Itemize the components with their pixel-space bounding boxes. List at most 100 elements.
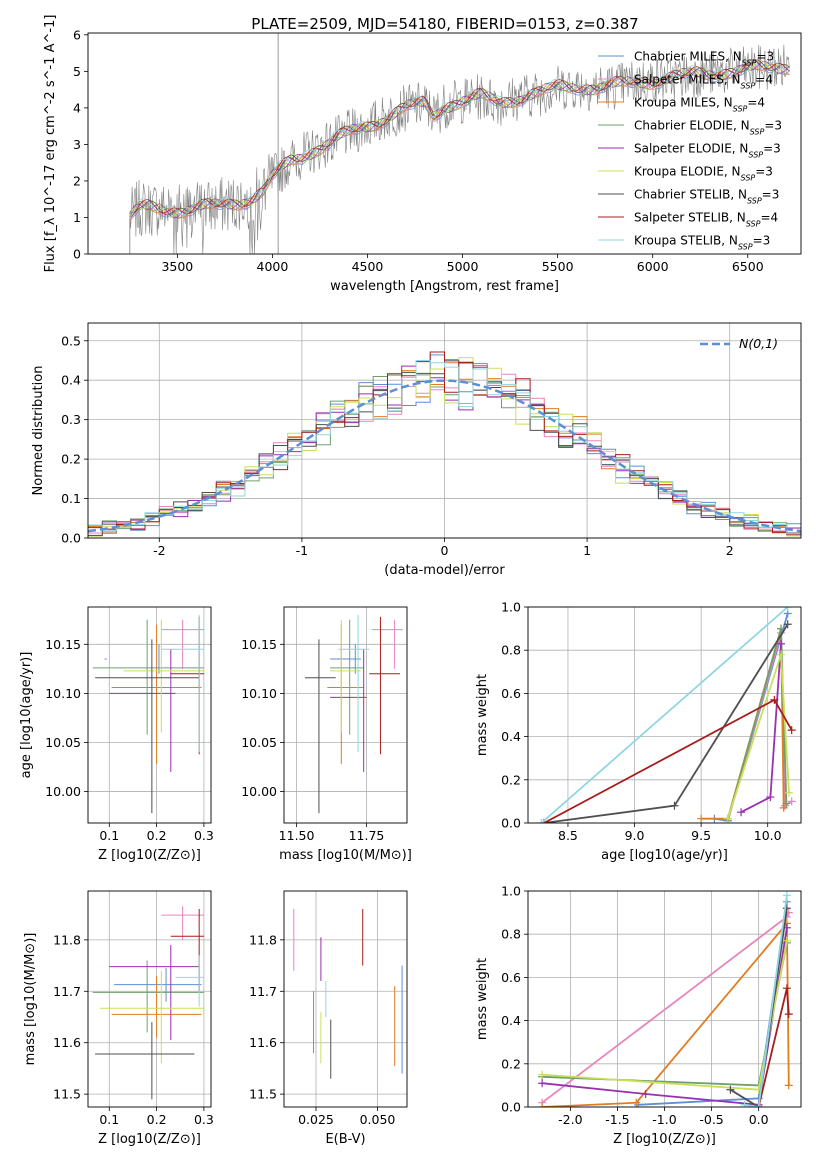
weight-vs-age-marker-6 — [670, 801, 679, 810]
mass-vs-ebv-ytick-label: 11.8 — [249, 932, 277, 947]
age-vs-Z-frame — [87, 606, 212, 824]
weight-vs-age-xtick-label: 8.5 — [558, 828, 578, 843]
mass-vs-Z-ylabel: mass [log10(M/M⊙)] — [23, 933, 38, 1066]
legend-label-5: Kroupa ELODIE, NSSP=3 — [634, 165, 773, 183]
age-vs-Z-ytick-label: 10.15 — [45, 637, 81, 652]
residuals-ytick-label: 0.3 — [61, 412, 81, 427]
mass-vs-ebv-ytick-label: 11.7 — [249, 984, 277, 999]
mass-vs-Z-xtick-label: 0.2 — [147, 1112, 167, 1127]
residuals-ytick-label: 0.2 — [61, 452, 81, 467]
weight-vs-age-ytick-label: 0.2 — [501, 772, 521, 787]
residuals-xtick-label: -1 — [296, 543, 308, 558]
spectrum-xtick-label: 5000 — [447, 259, 479, 274]
mass-vs-Z-ytick-label: 11.5 — [53, 1087, 81, 1102]
weight-vs-Z-marker-8 — [754, 1103, 763, 1107]
mass-vs-Z-axes: 0.1 0.2 0.3 11.5 11.6 11.7 11.8 Z [log10(Z/Z⊙)]… — [23, 891, 214, 1147]
weight-vs-Z-lines — [538, 891, 793, 1107]
weight-vs-age-marker-3 — [777, 624, 786, 633]
weight-vs-Z-marker-8 — [740, 1100, 749, 1107]
age-vs-mass-ytick-label: 10.10 — [241, 686, 277, 701]
age-vs-mass-frame — [283, 606, 408, 824]
weight-vs-Z-marker-2 — [632, 1098, 641, 1107]
weight-vs-age-marker-4 — [777, 639, 786, 648]
plot-layer: 3500 4000 4500 5000 5500 6000 6500 0 1 2 3 4 5 6 wavel… — [19, 15, 802, 1147]
spectrum-ytick-label: 5 — [73, 64, 81, 79]
age-vs-mass-ytick-label: 10.05 — [241, 735, 277, 750]
spectrum-xtick-label: 4000 — [257, 259, 289, 274]
age-vs-Z-xtick-label: 0.1 — [99, 828, 119, 843]
residual-hist-8 — [88, 360, 801, 535]
weight-vs-age-ytick-label: 1.0 — [501, 600, 521, 615]
mass-vs-ebv-points — [293, 909, 403, 1079]
weight-vs-age-marker-2 — [697, 814, 706, 823]
mass-vs-ebv-ytick-label: 11.6 — [249, 1035, 277, 1050]
weight-vs-age-marker-7 — [770, 695, 779, 704]
weight-vs-Z-xlabel: Z [log10(Z/Z⊙)] — [613, 1132, 716, 1147]
gaussian-legend-label: N(0,1) — [739, 336, 778, 351]
spectrum-frame — [87, 32, 802, 255]
weight-vs-Z-marker-2 — [538, 1103, 547, 1107]
legend-label-2: Kroupa MILES, NSSP=4 — [634, 96, 765, 114]
mass-vs-ebv-xlabel: E(B-V) — [325, 1132, 365, 1147]
weight-vs-age-marker-5 — [723, 814, 732, 823]
weight-vs-Z-xtick-label: -1.5 — [605, 1112, 629, 1127]
mass-vs-ebv-frame — [283, 890, 408, 1108]
weight-vs-Z-xtick-label: -1.0 — [652, 1112, 676, 1127]
weight-vs-Z-ylabel: mass weight — [475, 958, 490, 1040]
weight-vs-Z-xtick-label: 0.0 — [749, 1112, 769, 1127]
spectrum-axes: 3500 4000 4500 5000 5500 6000 6500 0 1 2 3 4 5 6 wavel… — [43, 15, 764, 294]
mass-vs-ebv-xtick-label: 0.025 — [298, 1112, 334, 1127]
weight-vs-Z-marker-5 — [782, 936, 791, 945]
residuals-xtick-label: -2 — [153, 543, 165, 558]
residuals-xtick-label: 1 — [583, 543, 591, 558]
legend-label-0: Chabrier MILES, NSSP=3 — [634, 50, 774, 68]
weight-vs-age-axes: 8.5 9.0 9.5 10.0 0.0 0.2 0.4 0.6 0.8 1.0 age [log1… — [475, 600, 801, 863]
spectrum-xtick-label: 4500 — [352, 259, 384, 274]
weight-vs-Z-axes: -2.0 -1.5 -1.0 -0.5 0.0 0.0 0.2 0.4 0.6 0.8 1.0 Z [… — [475, 884, 801, 1147]
weight-vs-age-xtick-label: 10.0 — [754, 828, 782, 843]
weight-vs-Z-ytick-label: 1.0 — [501, 884, 521, 899]
weight-vs-Z-marker-4 — [641, 1090, 650, 1099]
residuals-frame — [87, 322, 802, 539]
weight-vs-Z-series-8 — [744, 895, 788, 1107]
residuals-ytick-label: 0.0 — [61, 531, 81, 546]
spectrum-lines — [129, 33, 790, 254]
weight-vs-Z-marker-7 — [782, 984, 791, 993]
residuals-ytick-label: 0.4 — [61, 373, 81, 388]
observed-spectrum-line — [129, 44, 790, 254]
mass-vs-Z-ytick-label: 11.6 — [53, 1035, 81, 1050]
weight-vs-age-ytick-label: 0.0 — [501, 816, 521, 831]
age-vs-Z-ytick-label: 10.00 — [45, 784, 81, 799]
weight-vs-age-xlabel: age [log10(age/yr)] — [601, 848, 728, 863]
weight-vs-Z-ytick-label: 0.2 — [501, 1056, 521, 1071]
spectrum-xtick-label: 3500 — [161, 259, 193, 274]
age-vs-Z-ytick-label: 10.05 — [45, 735, 81, 750]
age-vs-Z-points — [92, 614, 204, 814]
weight-vs-age-marker-7 — [787, 726, 796, 735]
age-vs-mass-ytick-label: 10.15 — [241, 637, 277, 652]
mass-vs-ebv-axes: 0.025 0.050 11.5 11.6 11.7 11.8 E(B-V) — [249, 891, 407, 1147]
mass-vs-Z-xtick-label: 0.3 — [194, 1112, 214, 1127]
weight-vs-age-marker-5 — [785, 788, 794, 797]
weight-vs-Z-marker-7 — [784, 1010, 793, 1019]
spectrum-xtick-label: 6000 — [637, 259, 669, 274]
weight-vs-Z-series-6 — [729, 908, 788, 1107]
legend-label-8: Kroupa STELIB, NSSP=3 — [634, 234, 770, 252]
weight-vs-Z-ytick-label: 0.8 — [501, 927, 521, 942]
weight-vs-age-marker-4 — [766, 793, 775, 802]
age-vs-mass-axes: 11.50 11.75 10.00 10.05 10.10 10.15 mass [log1… — [241, 607, 412, 863]
weight-vs-age-marker-3 — [782, 799, 791, 808]
legend-label-3: Chabrier ELODIE, NSSP=3 — [634, 119, 782, 137]
weight-vs-age-marker-2 — [779, 803, 788, 812]
mass-vs-Z-frame — [87, 890, 212, 1108]
model-line-7 — [129, 59, 790, 218]
weight-vs-age-series-8 — [540, 607, 789, 823]
weight-vs-age-marker-6 — [783, 620, 792, 629]
weight-vs-age-ytick-label: 0.4 — [501, 729, 521, 744]
weight-vs-Z-ytick-label: 0.4 — [501, 1013, 521, 1028]
spectrum-ylabel: Flux [f_λ 10^-17 erg cm^-2 s^-1 A^-1] — [43, 15, 58, 273]
mass-vs-Z-xlabel: Z [log10(Z/Z⊙)] — [98, 1132, 201, 1147]
spectrum-xtick-label: 5500 — [542, 259, 574, 274]
weight-vs-Z-marker-5 — [538, 1070, 547, 1079]
